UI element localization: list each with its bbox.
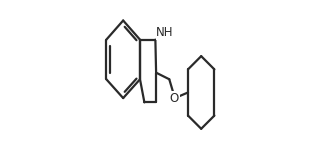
Text: O: O — [169, 92, 179, 105]
Text: NH: NH — [156, 26, 174, 39]
